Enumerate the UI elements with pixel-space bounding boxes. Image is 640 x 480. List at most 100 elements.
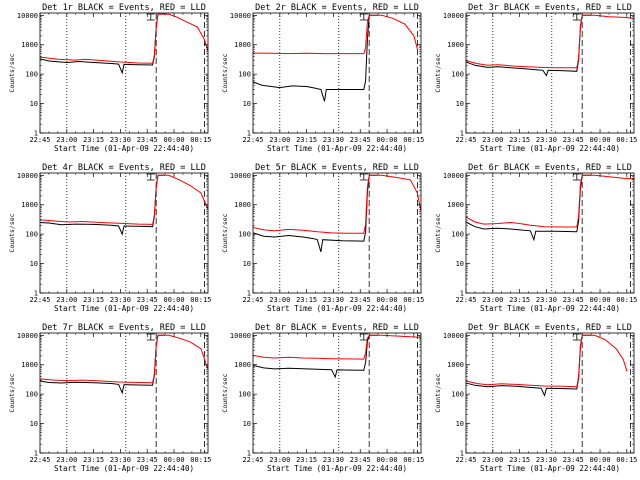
panel-2: Det 2r BLACK = Events, RED = LLD 1 10 100 10…	[221, 3, 424, 153]
y-axis-label: Counts/sec	[221, 373, 229, 412]
panel-5: Det 5r BLACK = Events, RED = LLD 1 10 100 10…	[221, 163, 424, 313]
lld-series-line	[253, 174, 421, 234]
events-series-line	[40, 334, 166, 395]
y-tick-label: 1	[247, 130, 251, 138]
x-tick-label: 00:00	[164, 296, 185, 304]
y-tick-label: 10	[456, 100, 464, 108]
panel-title: Det 6r BLACK = Events, RED = LLD	[468, 163, 632, 173]
x-axis-label: Start Time (01-Apr-09 22:44:40)	[267, 464, 407, 473]
x-tick-label: 23:00	[269, 296, 290, 304]
y-tick-label: 1000	[447, 201, 464, 209]
y-tick-label: 10	[30, 100, 38, 108]
x-tick-label: 00:15	[403, 456, 424, 464]
error-bar-mark	[572, 333, 581, 341]
x-tick-label: 23:15	[83, 296, 104, 304]
y-axis-label: Counts/sec	[221, 213, 229, 252]
y-tick-label: 1000	[447, 41, 464, 49]
x-tick-label: 23:45	[137, 456, 158, 464]
panel-title: Det 8r BLACK = Events, RED = LLD	[255, 323, 419, 333]
plot-frame	[252, 172, 422, 294]
x-tick-label: 23:45	[350, 136, 371, 144]
x-tick-label: 23:00	[269, 456, 290, 464]
plot-frame	[465, 12, 635, 134]
x-axis-label: Start Time (01-Apr-09 22:44:40)	[54, 144, 194, 153]
panel-3: Det 3r BLACK = Events, RED = LLD 1 10 100 10…	[434, 3, 637, 153]
x-tick-label: 23:30	[323, 456, 344, 464]
y-tick-label: 1000	[234, 201, 251, 209]
x-tick-label: 22:45	[242, 456, 263, 464]
y-tick-label: 100	[238, 71, 251, 79]
x-tick-label: 23:45	[137, 136, 158, 144]
x-tick-label: 23:30	[110, 456, 131, 464]
y-tick-label: 1000	[234, 41, 251, 49]
panel-8: Det 8r BLACK = Events, RED = LLD 1 10 100 10…	[221, 323, 424, 473]
x-axis-label: Start Time (01-Apr-09 22:44:40)	[267, 144, 407, 153]
x-tick-label: 00:15	[190, 456, 211, 464]
x-tick-label: 23:30	[536, 456, 557, 464]
plot-frame	[39, 172, 209, 294]
panel-title: Det 9r BLACK = Events, RED = LLD	[468, 323, 632, 333]
y-axis-label: Counts/sec	[221, 53, 229, 92]
y-tick-label: 1000	[234, 361, 251, 369]
y-axis-label: Counts/sec	[8, 53, 16, 92]
panel-title: Det 3r BLACK = Events, RED = LLD	[468, 3, 632, 13]
error-bar-mark	[146, 333, 155, 341]
lld-series-line	[253, 334, 421, 360]
y-tick-label: 10000	[17, 172, 38, 180]
y-axis-label: Counts/sec	[434, 373, 442, 412]
x-tick-label: 23:15	[296, 296, 317, 304]
x-axis-label: Start Time (01-Apr-09 22:44:40)	[480, 304, 620, 313]
x-tick-label: 23:00	[482, 136, 503, 144]
y-tick-label: 100	[25, 391, 38, 399]
x-tick-label: 23:15	[83, 136, 104, 144]
x-tick-label: 22:45	[455, 136, 476, 144]
x-tick-label: 23:45	[137, 296, 158, 304]
lld-series-line	[466, 14, 634, 69]
x-tick-label: 00:00	[377, 456, 398, 464]
x-tick-label: 23:45	[563, 456, 584, 464]
x-tick-label: 23:45	[350, 456, 371, 464]
events-series-line	[253, 174, 379, 253]
lld-series-line	[40, 13, 208, 64]
y-tick-label: 1	[34, 450, 38, 458]
panel-4: Det 4r BLACK = Events, RED = LLD 1 10 100 10…	[8, 163, 211, 313]
x-tick-label: 00:00	[377, 296, 398, 304]
y-tick-label: 1	[34, 290, 38, 298]
x-tick-label: 22:45	[29, 296, 50, 304]
x-tick-label: 00:15	[190, 296, 211, 304]
panel-title: Det 2r BLACK = Events, RED = LLD	[255, 3, 419, 13]
x-tick-label: 23:00	[482, 296, 503, 304]
y-tick-label: 10	[456, 420, 464, 428]
x-tick-label: 00:00	[590, 296, 611, 304]
x-tick-label: 22:45	[29, 456, 50, 464]
y-tick-label: 10	[243, 260, 251, 268]
plot-frame	[39, 332, 209, 454]
y-tick-label: 1	[247, 290, 251, 298]
y-tick-label: 100	[451, 71, 464, 79]
x-tick-label: 00:00	[590, 136, 611, 144]
panel-9: Det 9r BLACK = Events, RED = LLD 1 10 100 10…	[434, 323, 637, 473]
y-tick-label: 10000	[230, 172, 251, 180]
panel-title: Det 5r BLACK = Events, RED = LLD	[255, 163, 419, 173]
y-tick-label: 10	[243, 100, 251, 108]
x-axis-label: Start Time (01-Apr-09 22:44:40)	[480, 464, 620, 473]
x-tick-label: 23:15	[509, 456, 530, 464]
y-tick-label: 10000	[230, 332, 251, 340]
y-tick-label: 100	[25, 71, 38, 79]
events-series-line	[40, 13, 166, 75]
x-tick-label: 00:15	[403, 296, 424, 304]
x-tick-label: 00:15	[616, 296, 637, 304]
error-bar-mark	[359, 173, 368, 181]
y-tick-label: 1000	[21, 361, 38, 369]
panel-title: Det 1r BLACK = Events, RED = LLD	[42, 3, 206, 13]
x-axis-label: Start Time (01-Apr-09 22:44:40)	[54, 304, 194, 313]
x-tick-label: 23:30	[536, 296, 557, 304]
lld-series-line	[40, 174, 208, 225]
x-tick-label: 23:45	[563, 136, 584, 144]
y-tick-label: 1	[460, 290, 464, 298]
events-series-line	[40, 174, 166, 236]
y-axis-label: Counts/sec	[434, 53, 442, 92]
y-tick-label: 100	[451, 391, 464, 399]
x-axis-label: Start Time (01-Apr-09 22:44:40)	[267, 304, 407, 313]
